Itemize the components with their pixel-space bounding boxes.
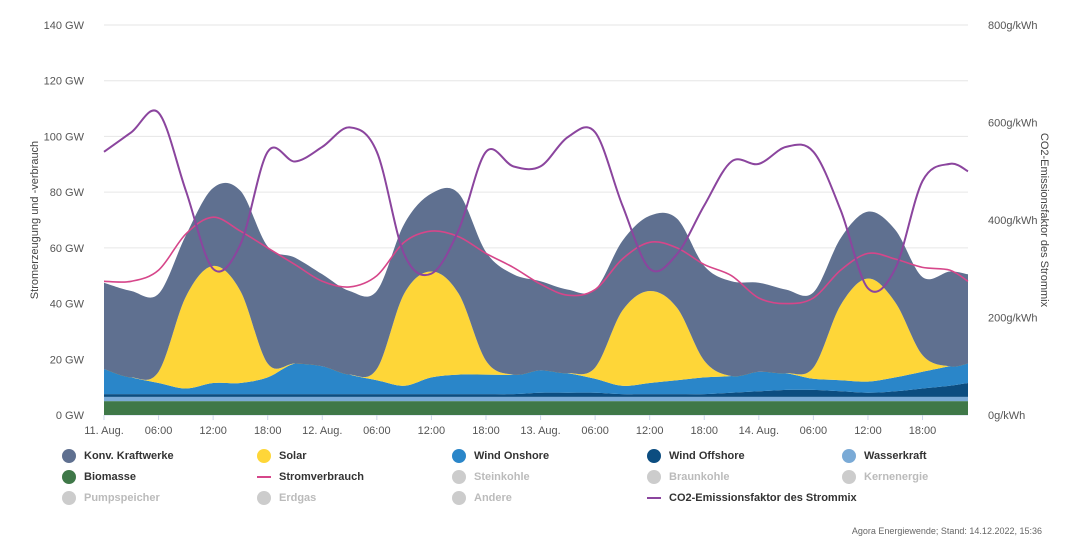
legend-label: Pumpspeicher <box>84 492 160 504</box>
source-note: Agora Energiewende; Stand: 14.12.2022, 1… <box>851 526 1042 536</box>
legend-item-biomasse[interactable]: Biomasse <box>62 467 136 487</box>
x-tick-label: 11. Aug. <box>84 425 124 437</box>
y-right-tick-label: 600g/kWh <box>988 118 1038 130</box>
legend-item-konv-kraftwerke[interactable]: Konv. Kraftwerke <box>62 446 174 466</box>
legend-item-stromverbrauch[interactable]: Stromverbrauch <box>257 467 364 487</box>
y-left-tick-label: 20 GW <box>50 354 85 366</box>
x-tick-label: 12. Aug. <box>302 425 342 437</box>
legend-item-erdgas[interactable]: Erdgas <box>257 488 316 508</box>
y-left-tick-label: 100 GW <box>44 131 85 143</box>
x-tick-label: 18:00 <box>472 425 500 437</box>
y-left-tick-label: 60 GW <box>50 243 85 255</box>
x-tick-label: 12:00 <box>854 425 882 437</box>
energy-chart: 0 GW 20 GW 40 GW 60 GW 80 GW 100 GW 120 GW 140 … <box>29 20 1050 437</box>
legend-label: Wind Onshore <box>474 450 550 462</box>
legend-item-wind-offshore[interactable]: Wind Offshore <box>647 446 745 466</box>
y-left-tick-label: 40 GW <box>50 299 85 311</box>
legend-label: Konv. Kraftwerke <box>84 450 174 462</box>
x-tick-label: 12:00 <box>418 425 446 437</box>
x-tick-label: 06:00 <box>800 425 828 437</box>
legend-label: Kernenergie <box>864 471 929 483</box>
legend-dot-symbol <box>842 449 856 463</box>
legend-item-steinkohle[interactable]: Steinkohle <box>452 467 530 487</box>
legend-dot-symbol <box>842 470 856 484</box>
legend-dot-symbol <box>452 470 466 484</box>
x-tick-label: 14. Aug. <box>739 425 779 437</box>
axes: 0 GW 20 GW 40 GW 60 GW 80 GW 100 GW 120 GW 140 … <box>44 20 1038 437</box>
legend-dot-symbol <box>452 449 466 463</box>
y-right-tick-label: 400g/kWh <box>988 215 1038 227</box>
y-right-tick-label: 200g/kWh <box>988 313 1038 325</box>
y-left-tick-label: 0 GW <box>56 410 85 422</box>
x-tick-label: 18:00 <box>909 425 937 437</box>
legend-item-wasserkraft[interactable]: Wasserkraft <box>842 446 927 466</box>
stacked-areas <box>104 182 968 415</box>
legend-dot-symbol <box>62 449 76 463</box>
legend-dot-symbol <box>62 470 76 484</box>
legend-label: Andere <box>474 492 512 504</box>
x-tick-label: 13. Aug. <box>520 425 560 437</box>
legend-label: Wind Offshore <box>669 450 745 462</box>
x-tick-label: 06:00 <box>363 425 391 437</box>
legend-item-kernenergie[interactable]: Kernenergie <box>842 467 928 487</box>
area-solar <box>104 265 968 389</box>
legend-label: Wasserkraft <box>864 450 927 462</box>
legend-item-braunkohle[interactable]: Braunkohle <box>647 467 730 487</box>
legend-item-andere[interactable]: Andere <box>452 488 512 508</box>
legend-item-pumpspeicher[interactable]: Pumpspeicher <box>62 488 160 508</box>
legend-label: Steinkohle <box>474 471 530 483</box>
area-biomasse <box>104 401 968 415</box>
x-tick-label: 06:00 <box>581 425 609 437</box>
y-left-tick-label: 120 GW <box>44 76 85 88</box>
x-tick-label: 18:00 <box>254 425 282 437</box>
legend-label: CO2-Emissionsfaktor des Strommix <box>669 492 857 504</box>
legend-line-symbol <box>257 476 271 478</box>
area-wind-onshore <box>104 362 968 395</box>
x-tick-label: 12:00 <box>199 425 227 437</box>
x-tick-label: 12:00 <box>636 425 664 437</box>
x-tick-label: 06:00 <box>145 425 173 437</box>
legend-dot-symbol <box>647 449 661 463</box>
y-left-tick-label: 80 GW <box>50 187 85 199</box>
legend-label: Braunkohle <box>669 471 730 483</box>
legend-dot-symbol <box>257 491 271 505</box>
line-series <box>103 109 969 305</box>
y-left-tick-label: 140 GW <box>44 20 85 32</box>
line-co2-emissionsfaktor <box>103 109 969 293</box>
legend-label: Stromverbrauch <box>279 471 364 483</box>
legend-label: Biomasse <box>84 471 136 483</box>
line-stromverbrauch <box>103 216 969 305</box>
legend-item-wind-onshore[interactable]: Wind Onshore <box>452 446 549 466</box>
legend-item-co2-emissionsfaktor-des-strommix[interactable]: CO2-Emissionsfaktor des Strommix <box>647 488 857 508</box>
legend-dot-symbol <box>452 491 466 505</box>
y-right-tick-label: 800g/kWh <box>988 20 1038 32</box>
area-wind-offshore <box>104 383 968 397</box>
legend-dot-symbol <box>647 470 661 484</box>
y-right-axis-title: CO2-Emissionsfaktor des Strommix <box>1038 133 1050 308</box>
legend-dot-symbol <box>62 491 76 505</box>
y-left-axis-title: Stromerzeugung und -verbrauch <box>29 141 41 299</box>
area-wasserkraft <box>104 396 968 402</box>
legend-label: Erdgas <box>279 492 317 504</box>
y-right-tick-label: 0g/kWh <box>988 410 1025 422</box>
legend-dot-symbol <box>257 449 271 463</box>
legend-item-solar[interactable]: Solar <box>257 446 307 466</box>
legend-label: Solar <box>279 450 307 462</box>
legend-line-symbol <box>647 497 661 499</box>
x-tick-label: 18:00 <box>690 425 718 437</box>
